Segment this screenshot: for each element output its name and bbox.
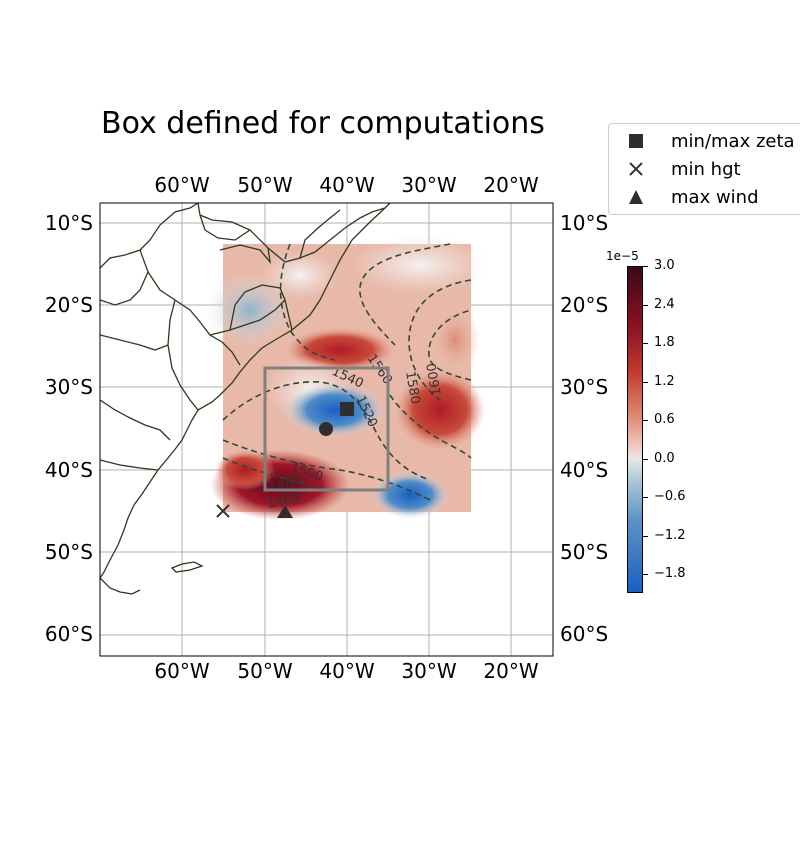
- lat-tick-label: 10°S: [560, 211, 608, 235]
- lon-tick-label: 30°W: [401, 173, 456, 197]
- colorbar-tick: 1.2: [643, 374, 675, 389]
- colorbar: [627, 266, 643, 593]
- colorbar-tick: −1.2: [643, 528, 686, 543]
- contour-label: 1460: [266, 491, 301, 512]
- min-hgt-marker: [216, 504, 230, 518]
- lon-tick-label: 40°W: [319, 659, 374, 683]
- coastlines: [100, 203, 391, 595]
- square-icon: [625, 130, 647, 152]
- legend-label: min hgt: [671, 158, 741, 180]
- lat-tick-label: 30°S: [45, 375, 93, 399]
- colorbar-tick: 1.8: [643, 335, 675, 350]
- page-title: Box defined for computations: [101, 106, 545, 141]
- lat-tick-label: 40°S: [45, 458, 93, 482]
- legend-label: max wind: [671, 186, 759, 208]
- legend-item-wind: max wind: [625, 185, 759, 209]
- legend-item-hgt: min hgt: [625, 157, 741, 181]
- computation-box: [263, 366, 390, 492]
- max-wind-marker: [277, 505, 293, 518]
- min-max-zeta-marker: [340, 402, 354, 416]
- lon-tick-label: 60°W: [154, 173, 209, 197]
- colorbar-tick: 2.4: [643, 297, 675, 312]
- lat-tick-label: 20°S: [45, 293, 93, 317]
- legend-label: min/max zeta: [671, 130, 795, 152]
- triangle-icon: [625, 186, 647, 208]
- lat-ticks-left: 10°S 20°S 30°S 40°S 50°S 60°S: [45, 211, 93, 646]
- lon-tick-label: 50°W: [237, 173, 292, 197]
- lon-tick-label: 40°W: [319, 173, 374, 197]
- colorbar-tick: −1.8: [643, 566, 686, 581]
- lon-tick-label: 20°W: [483, 659, 538, 683]
- lon-tick-label: 60°W: [154, 659, 209, 683]
- lat-tick-label: 50°S: [560, 540, 608, 564]
- contour-label: 1600: [424, 362, 445, 397]
- lat-ticks-right: 10°S 20°S 30°S 40°S 50°S 60°S: [560, 211, 608, 646]
- lat-tick-label: 50°S: [45, 540, 93, 564]
- legend: min/max zeta min hgt max wind: [608, 123, 800, 215]
- lon-tick-label: 30°W: [401, 659, 456, 683]
- lon-ticks-bottom: 60°W 50°W 40°W 30°W 20°W: [154, 659, 538, 683]
- lat-tick-label: 40°S: [560, 458, 608, 482]
- lon-tick-label: 50°W: [237, 659, 292, 683]
- legend-item-zeta: min/max zeta: [625, 129, 795, 153]
- circle-marker: [319, 422, 333, 436]
- colorbar-tick: −0.6: [643, 489, 686, 504]
- lon-ticks-top: 60°W 50°W 40°W 30°W 20°W: [154, 173, 538, 197]
- colorbar-multiplier: 1e−5: [606, 249, 639, 263]
- lat-tick-label: 10°S: [45, 211, 93, 235]
- map-frame: [99, 202, 554, 657]
- lat-tick-label: 60°S: [45, 622, 93, 646]
- colorbar-tick: 0.0: [643, 451, 675, 466]
- colorbar-tick: 0.6: [643, 412, 675, 427]
- colorbar-tick: 3.0: [643, 258, 675, 273]
- contour-label: 1580: [402, 370, 423, 405]
- x-icon: [625, 158, 647, 180]
- lat-tick-label: 60°S: [560, 622, 608, 646]
- lat-tick-label: 20°S: [560, 293, 608, 317]
- lat-tick-label: 30°S: [560, 375, 608, 399]
- height-contours: [222, 243, 472, 501]
- lon-tick-label: 20°W: [483, 173, 538, 197]
